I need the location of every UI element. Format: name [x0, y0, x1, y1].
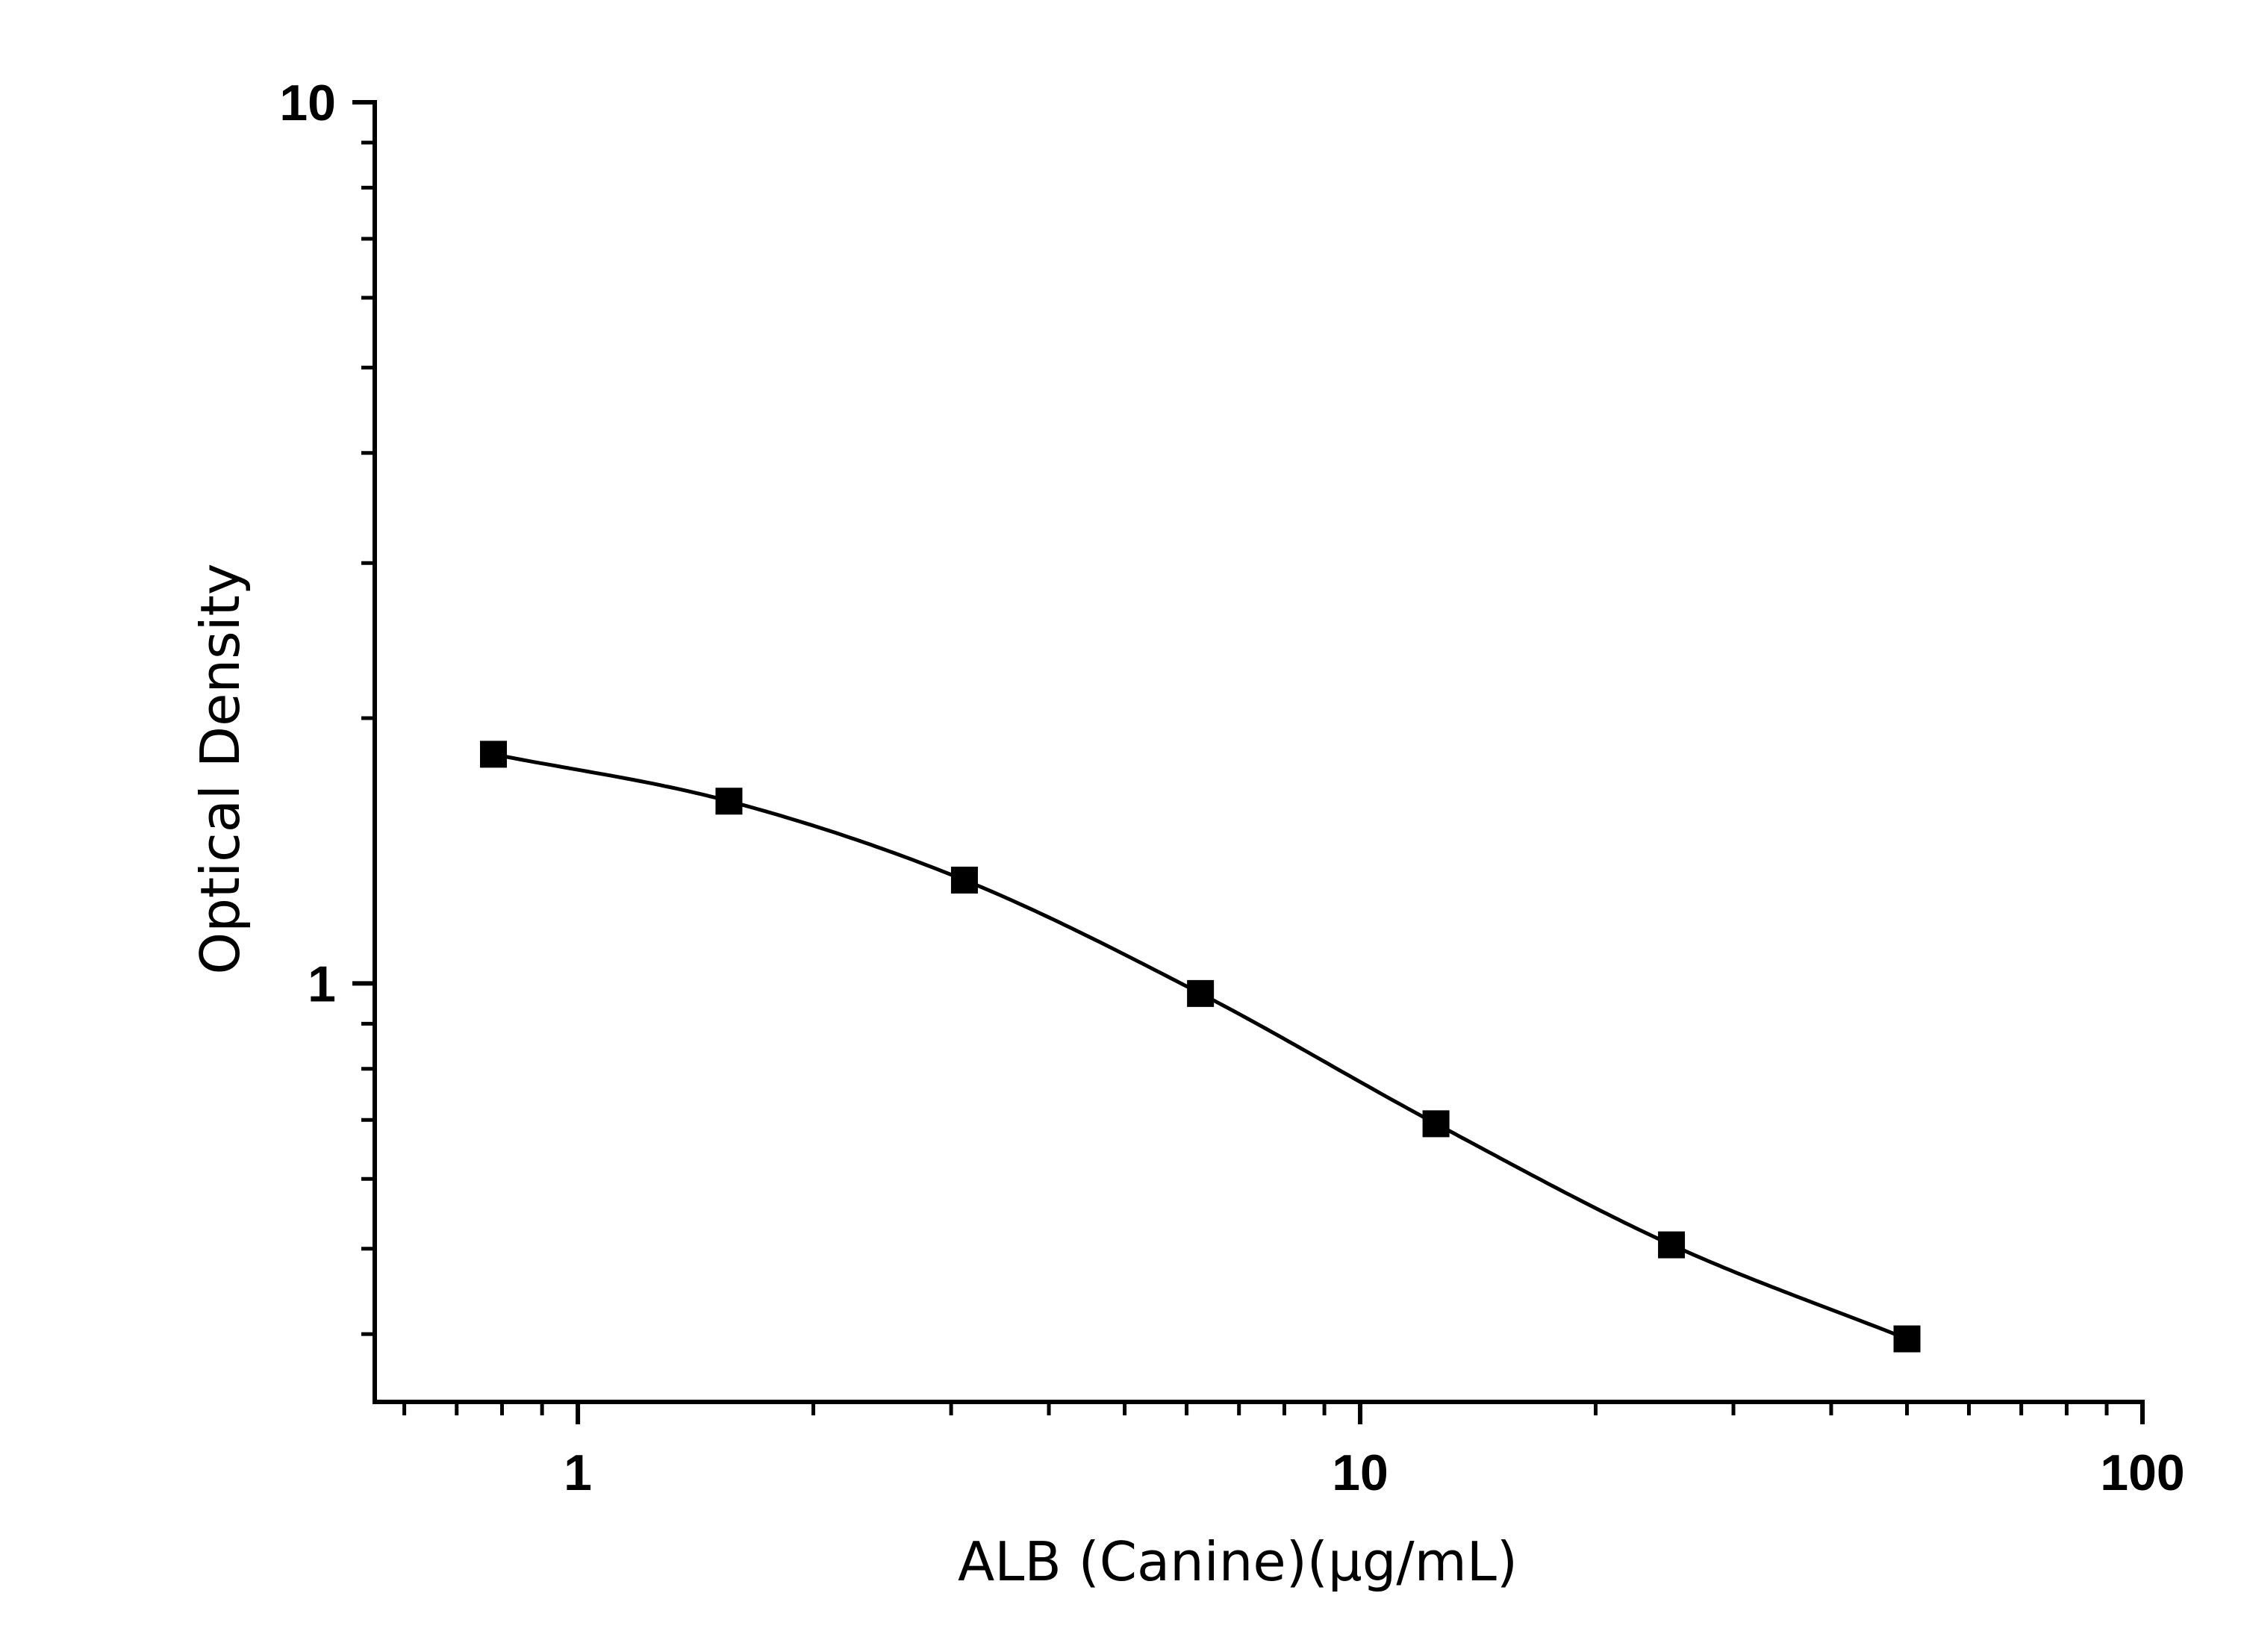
y-tick-label: 10: [279, 75, 336, 131]
ticks: [352, 100, 2145, 1424]
data-point: [1658, 1231, 1686, 1259]
fit-curve: [493, 752, 1908, 1341]
data-point: [950, 866, 978, 894]
data-point: [480, 741, 508, 768]
data-markers: [480, 741, 1921, 1353]
x-tick-label: 1: [564, 1444, 592, 1501]
data-point: [1187, 979, 1215, 1007]
data-point: [1422, 1110, 1450, 1138]
x-tick-label: 10: [1332, 1444, 1389, 1501]
y-tick-label: 1: [308, 956, 336, 1012]
axes: [373, 100, 2145, 1404]
y-axis-title: Optical Density: [189, 564, 252, 975]
x-tick-label: 100: [2100, 1444, 2184, 1501]
x-axis-title: ALB (Canine)(μg/mL): [958, 1530, 1518, 1593]
tick-labels: 1 10 100 10 1: [279, 75, 2184, 1501]
data-point: [1893, 1325, 1921, 1353]
data-point: [715, 788, 743, 815]
